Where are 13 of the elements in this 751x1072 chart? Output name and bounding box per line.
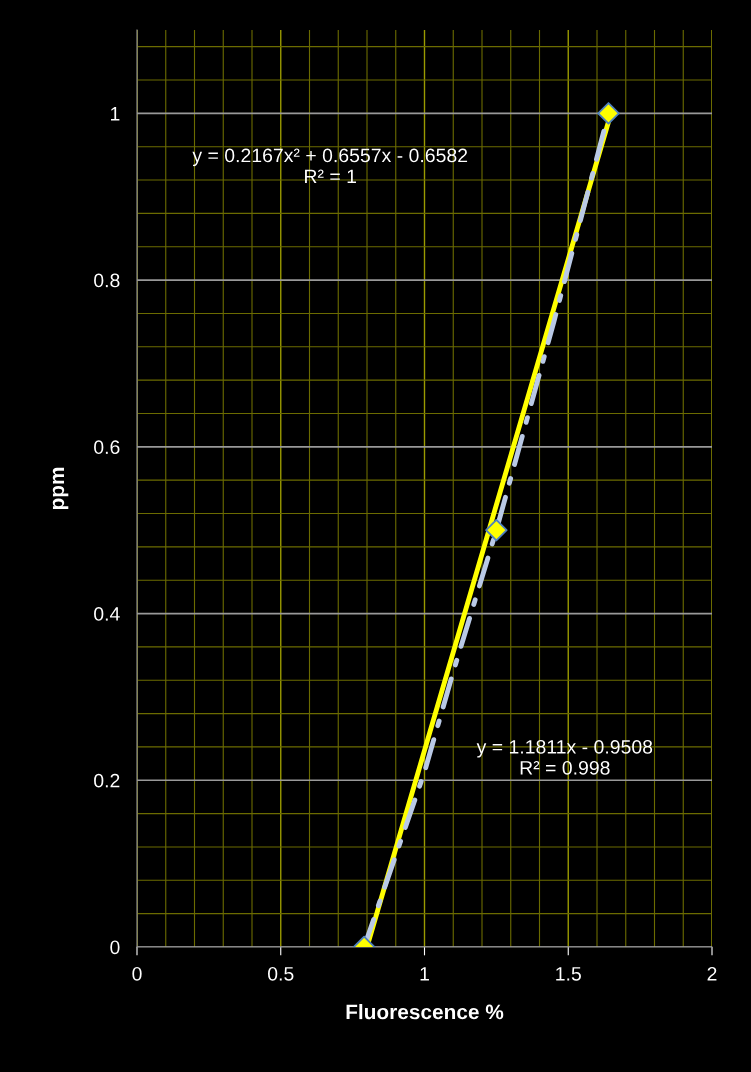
y-axis-title: ppm bbox=[52, 467, 69, 510]
x-tick-label: 0 bbox=[132, 966, 142, 981]
x-tick-label: 2 bbox=[707, 966, 717, 981]
y-tick-label: 0.4 bbox=[94, 607, 120, 621]
x-tick-label: 0.5 bbox=[268, 966, 294, 981]
x-tick-label: 1 bbox=[420, 967, 429, 981]
y-tick-label: 0 bbox=[110, 940, 120, 955]
x-tick-label: 1.5 bbox=[556, 967, 581, 981]
y-tick-label: 0.6 bbox=[94, 440, 120, 455]
y-tick-label: 0.8 bbox=[94, 273, 120, 288]
y-tick-label: 1 bbox=[111, 107, 120, 121]
x-axis-title: Fluorescence % bbox=[346, 1004, 504, 1020]
y-tick-label: 0.2 bbox=[94, 773, 120, 788]
